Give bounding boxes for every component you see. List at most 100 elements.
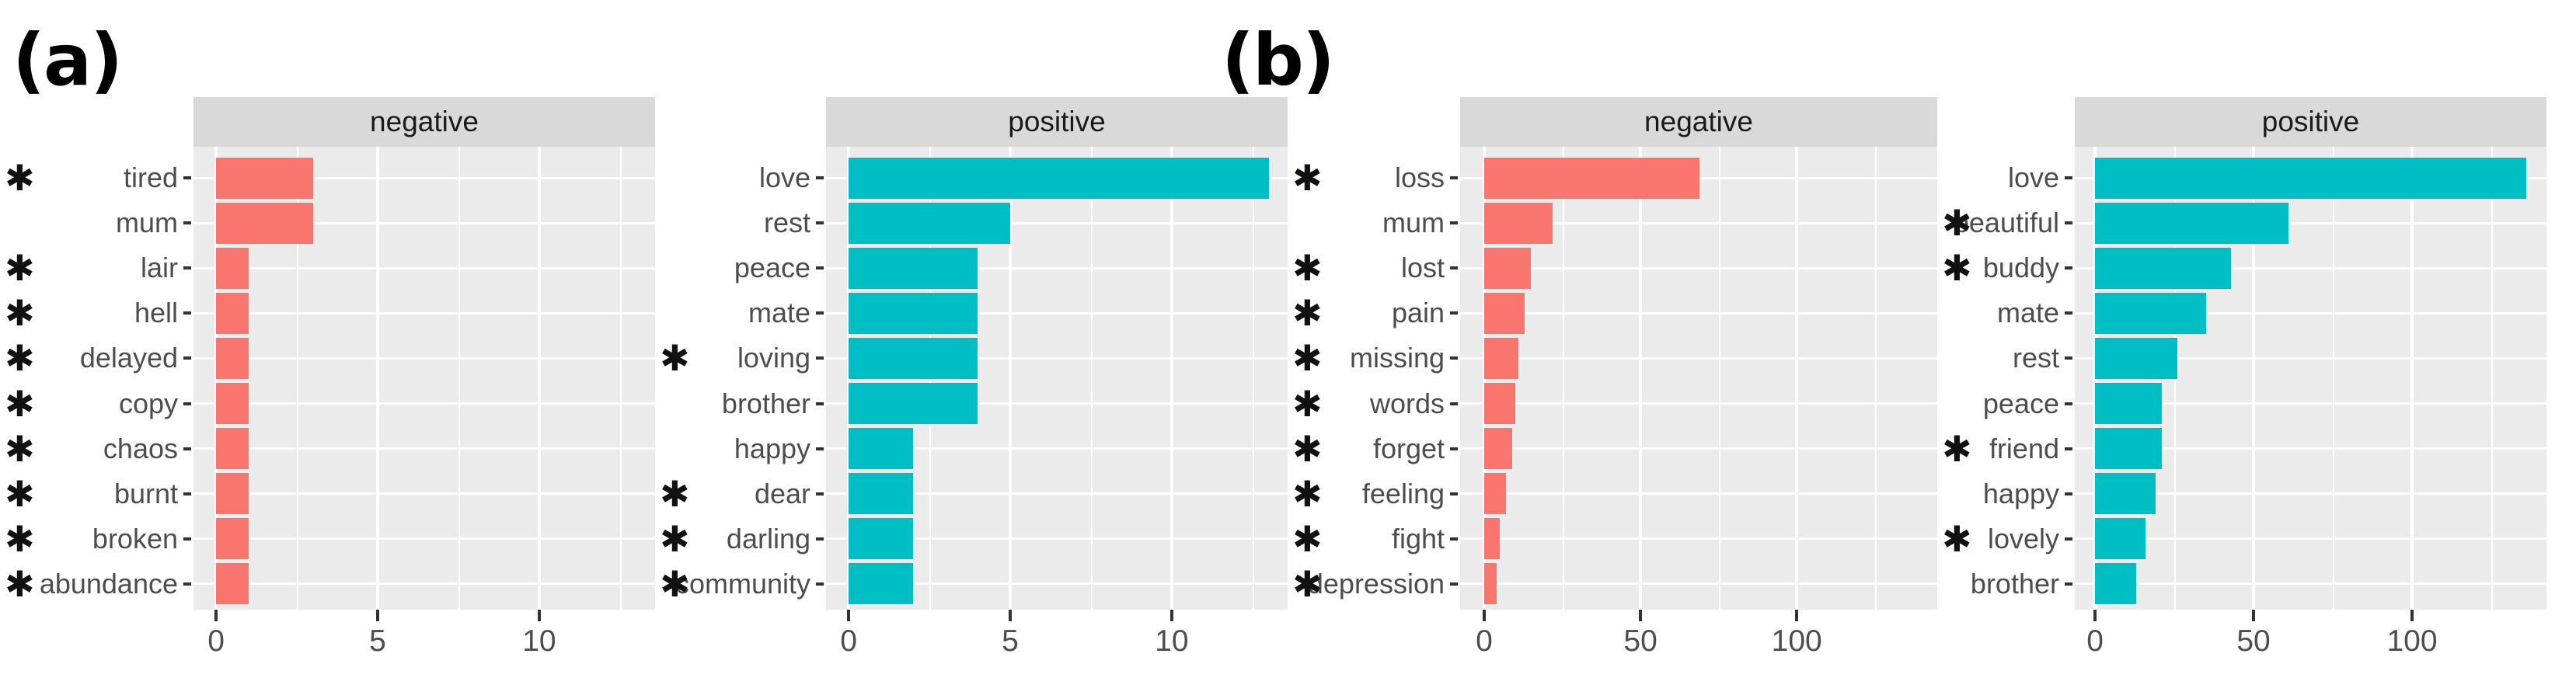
category-label: loss	[1394, 162, 1445, 194]
x-axis-tick	[847, 610, 851, 621]
row-gridline	[2075, 402, 2546, 405]
bar-positive-mate	[2095, 292, 2206, 334]
significance-star-icon: ✱	[5, 157, 35, 200]
word-label-rows: ✱ loss mum ✱ lost ✱ pain ✱ missing ✱ words ✱ forget ✱…	[1288, 147, 1460, 610]
major-gridline	[2410, 147, 2414, 610]
word-label-row: ✱ abundance	[0, 562, 193, 607]
bar-row	[1460, 562, 1937, 607]
bar-row	[193, 562, 655, 607]
category-label: lair	[140, 252, 178, 284]
major-gridline	[537, 147, 541, 610]
category-label: lovely	[1987, 522, 2059, 555]
category-label: buddy	[1982, 252, 2059, 284]
row-gridline	[193, 311, 655, 315]
y-axis-tick	[2065, 356, 2072, 360]
category-label: friend	[1989, 432, 2059, 464]
x-axis-tick-label: 10	[522, 624, 556, 658]
bar-row	[193, 381, 655, 426]
word-label-row: happy	[1937, 471, 2075, 516]
bar-row	[2075, 336, 2546, 381]
bar-row	[2075, 516, 2546, 562]
y-axis-tick	[1450, 492, 1458, 495]
major-gridline	[376, 147, 379, 610]
category-label: happy	[1982, 477, 2059, 509]
word-label-row: ✱ dear	[655, 471, 826, 516]
bar-row	[193, 200, 655, 245]
category-label: peace	[1982, 387, 2059, 419]
bar-row	[1460, 290, 1937, 336]
category-label: rest	[2012, 342, 2059, 374]
bar-negative-delayed	[216, 337, 249, 379]
x-axis-tick-label: 50	[2236, 624, 2271, 658]
major-gridline	[2252, 147, 2256, 610]
y-axis-tick	[183, 221, 191, 225]
bar-positive-rest	[849, 202, 1010, 244]
bar-row	[826, 200, 1288, 245]
word-label-row: mum	[1288, 200, 1460, 245]
strip-spacer	[1937, 97, 2075, 147]
row-gridline	[2075, 266, 2546, 269]
word-label-row: ✱ lovely	[1937, 516, 2075, 562]
bar-positive-happy	[2095, 473, 2156, 515]
significance-star-icon: ✱	[5, 247, 35, 290]
word-label-row: ✱ forget	[1288, 426, 1460, 471]
row-gridline	[826, 402, 1288, 405]
facet-a-negative: negative 0 5 10	[193, 97, 655, 678]
word-label-row: ✱ beautiful	[1937, 200, 2075, 245]
significance-star-icon: ✱	[1292, 382, 1323, 425]
bar-positive-happy	[849, 428, 914, 470]
strip-spacer	[655, 97, 826, 147]
significance-star-icon: ✱	[1942, 517, 1972, 560]
bar-row	[193, 516, 655, 562]
x-axis-tick	[2093, 610, 2097, 621]
bar-positive-love	[2095, 157, 2526, 199]
minor-gridline	[2491, 147, 2493, 610]
category-label: delayed	[79, 342, 178, 374]
bar-row	[826, 245, 1288, 290]
word-label-row: ✱ burnt	[0, 471, 193, 516]
word-label-row: ✱ darling	[655, 516, 826, 562]
y-axis-tick	[2065, 176, 2072, 180]
word-label-row: mum	[0, 200, 193, 245]
y-axis-tick	[816, 221, 824, 225]
bar-row	[1460, 200, 1937, 245]
bar-negative-forget	[1484, 428, 1513, 470]
word-label-row: ✱ copy	[0, 381, 193, 426]
bar-positive-rest	[2095, 337, 2178, 379]
bar-row	[1460, 245, 1937, 290]
row-gridline	[2075, 311, 2546, 315]
x-axis-tick-label: 0	[840, 624, 857, 658]
bar-positive-peace	[2095, 383, 2162, 425]
significance-star-icon: ✱	[660, 562, 690, 605]
y-axis-tick	[1450, 582, 1458, 586]
chart-row: ✱ tired mum ✱ lair ✱ hell ✱ delayed ✱ copy ✱ chaos ✱ b…	[0, 97, 2576, 678]
bar-row	[2075, 290, 2546, 336]
bar-negative-lost	[1484, 247, 1532, 289]
x-axis-tick-label: 10	[1155, 624, 1189, 658]
word-label-row: ✱ lost	[1288, 245, 1460, 290]
row-gridline	[1460, 582, 1937, 586]
y-axis-tick	[816, 582, 824, 586]
bar-row	[826, 336, 1288, 381]
y-axis-tick	[1450, 266, 1458, 270]
y-axis-tick	[816, 492, 824, 495]
facet-strip-b-negative: negative	[1460, 97, 1937, 147]
word-label-row: happy	[655, 426, 826, 471]
minor-gridline	[1252, 147, 1254, 610]
labels-a-positive: love rest peace mate ✱ loving brother happy ✱ dea…	[655, 97, 826, 610]
significance-star-icon: ✱	[1942, 427, 1972, 470]
minor-gridline	[1090, 147, 1093, 610]
bar-row	[1460, 426, 1937, 471]
y-axis-tick	[816, 176, 824, 180]
category-label: missing	[1349, 342, 1445, 374]
bar-row	[1460, 155, 1937, 200]
x-axis-tick	[1639, 610, 1643, 621]
bar-positive-peace	[849, 247, 978, 289]
bar-positive-loving	[849, 337, 978, 379]
y-axis-tick	[1450, 447, 1458, 450]
y-axis-tick	[183, 311, 191, 315]
y-axis-tick	[2065, 266, 2072, 270]
y-axis-tick	[183, 266, 191, 270]
x-axis-tick	[214, 610, 218, 621]
y-axis-tick	[816, 356, 824, 360]
